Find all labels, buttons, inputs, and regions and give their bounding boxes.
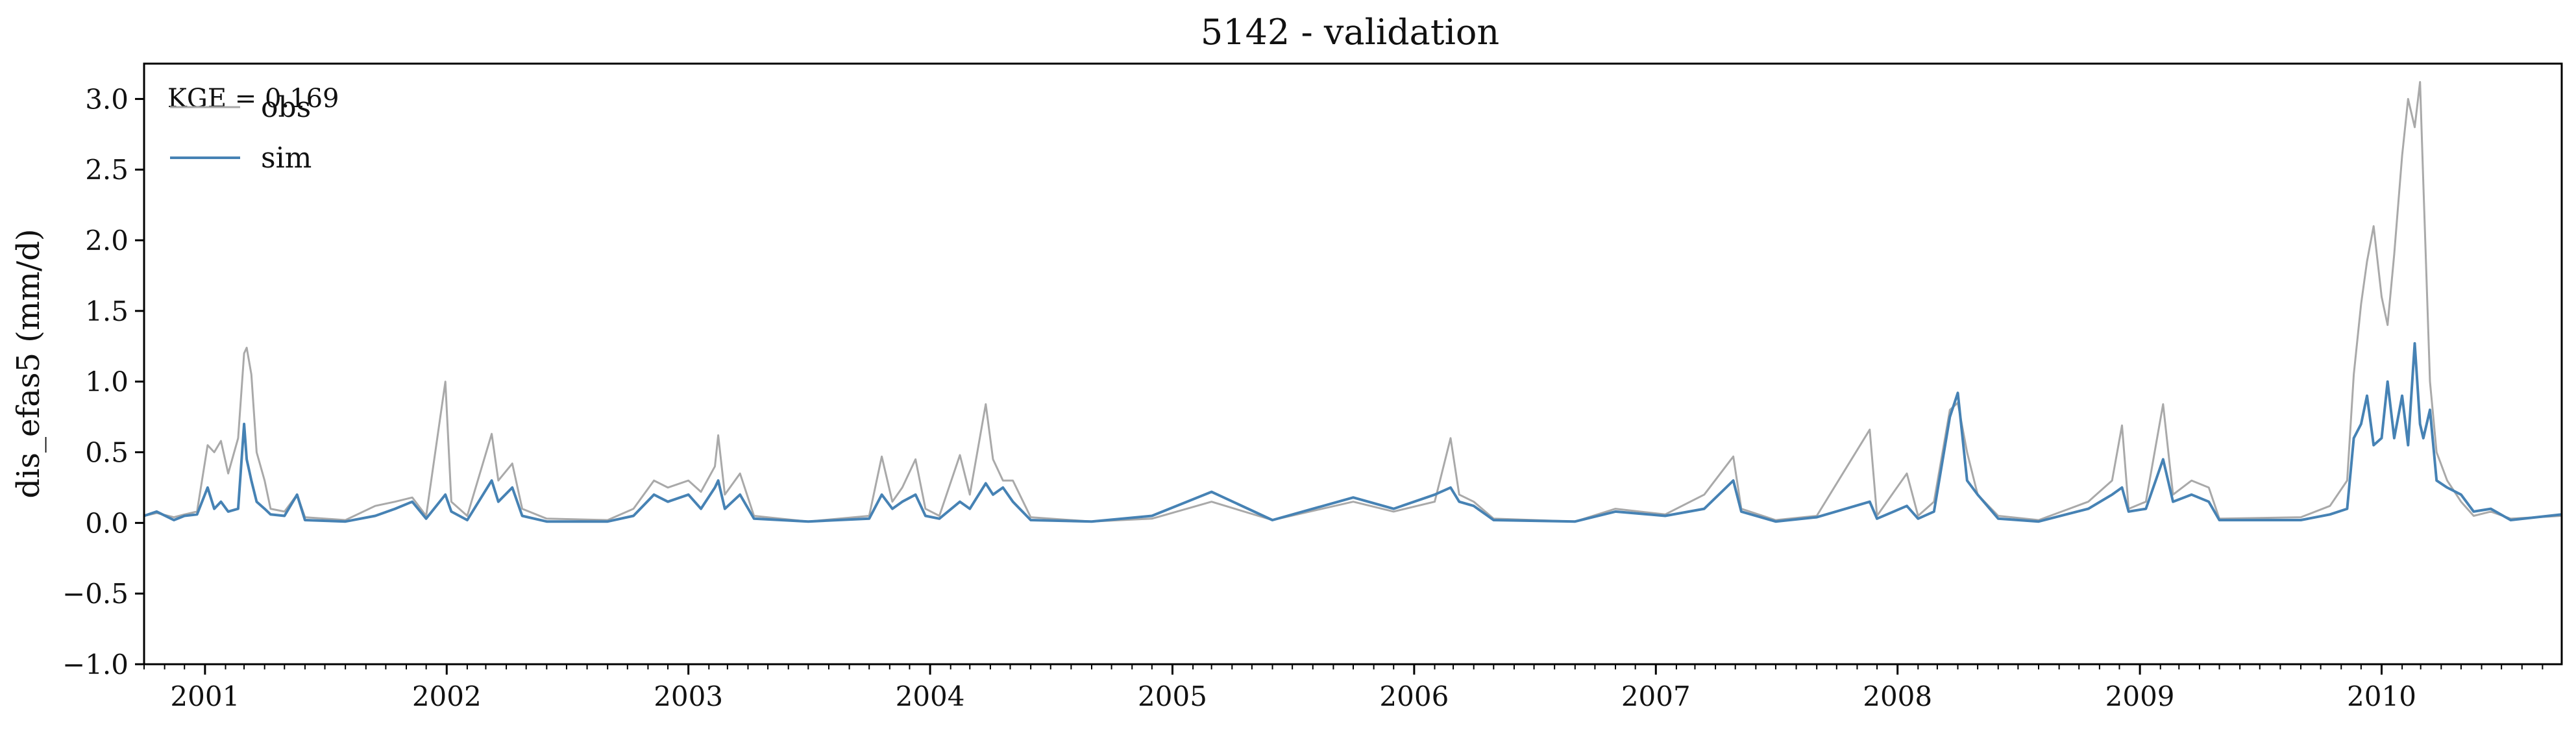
x-tick-label: 2004	[896, 680, 965, 712]
x-tick-label: 2005	[1138, 680, 1207, 712]
y-axis-label: dis_efas5 (mm/d)	[10, 229, 47, 498]
legend-label-sim: sim	[261, 142, 312, 175]
y-tick-label: 1.0	[85, 366, 129, 398]
y-tick-label: 2.0	[85, 225, 129, 256]
legend: obs sim	[170, 91, 312, 175]
y-tick-label: −1.0	[62, 649, 129, 680]
x-tick-label: 2001	[170, 680, 239, 712]
y-tick-label: 1.5	[85, 295, 129, 327]
x-tick-label: 2008	[1863, 680, 1932, 712]
series-line-sim	[144, 342, 2562, 523]
x-axis: 2001 2002 2003 2004 2005 2006 2007 2008 2009 2010	[143, 664, 2544, 712]
series-layer	[144, 81, 2562, 523]
series-line-obs	[144, 81, 2562, 523]
x-tick-label: 2002	[412, 680, 482, 712]
y-tick-label: 0.0	[85, 507, 129, 539]
x-tick-label: 2009	[2105, 680, 2175, 712]
kge-annotation: KGE = 0.169	[167, 84, 339, 114]
chart-title: 5142 - validation	[1201, 12, 1499, 53]
x-tick-label: 2006	[1379, 680, 1449, 712]
y-tick-label: −0.5	[62, 578, 129, 610]
y-tick-label: 3.0	[85, 83, 129, 115]
y-tick-label: 2.5	[85, 154, 129, 186]
y-axis: −1.0 −0.5 0.0 0.5 1.0 1.5 2.0 2.5 3.0	[62, 83, 144, 680]
x-tick-label: 2007	[1621, 680, 1691, 712]
legend-label-obs: obs	[261, 91, 311, 124]
y-tick-label: 0.5	[85, 437, 129, 469]
x-tick-label: 2003	[654, 680, 723, 712]
x-tick-label: 2010	[2347, 680, 2416, 712]
